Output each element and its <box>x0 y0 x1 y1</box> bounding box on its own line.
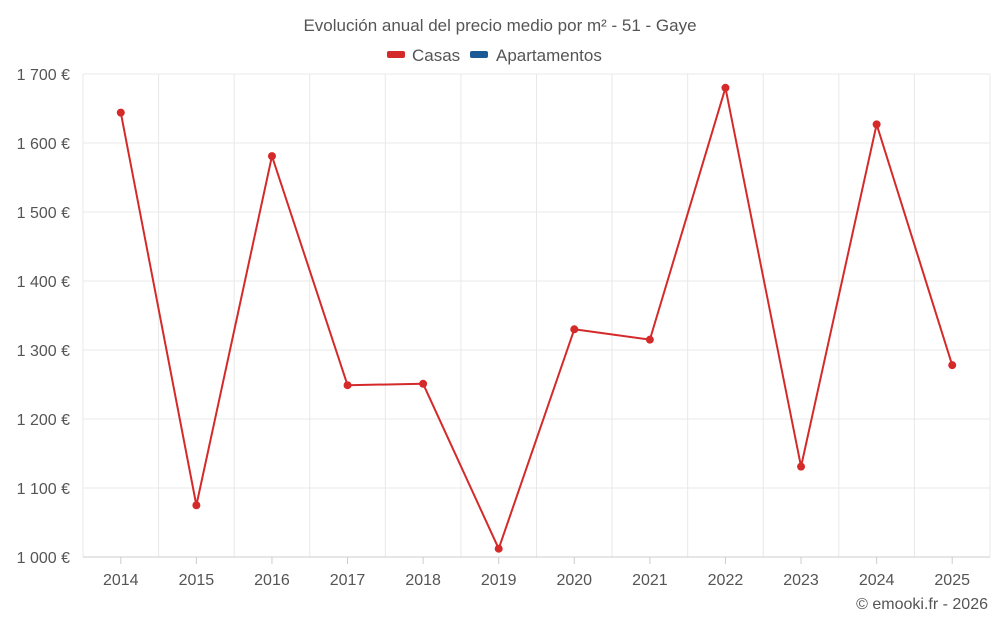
y-tick-label: 1 300 € <box>17 343 70 360</box>
data-point <box>267 152 276 161</box>
data-point <box>570 325 579 334</box>
data-point <box>343 381 352 390</box>
y-tick-label: 1 700 € <box>17 67 70 84</box>
x-tick-label: 2015 <box>179 572 215 589</box>
x-tick-label: 2021 <box>632 572 668 589</box>
x-tick-label: 2019 <box>481 572 517 589</box>
x-tick-label: 2024 <box>859 572 895 589</box>
y-tick-label: 1 000 € <box>17 550 70 567</box>
legend: Casas Apartamentos <box>387 46 602 65</box>
data-point <box>494 544 503 553</box>
legend-swatch-apartamentos <box>470 51 488 58</box>
y-tick-label: 1 400 € <box>17 274 70 291</box>
x-tick-label: 2023 <box>783 572 819 589</box>
data-point <box>721 83 730 92</box>
data-point <box>419 379 428 388</box>
data-point <box>797 462 806 471</box>
y-tick-label: 1 500 € <box>17 205 70 222</box>
data-point <box>116 108 125 117</box>
x-tick-label: 2025 <box>934 572 970 589</box>
axes: 1 000 € 1 100 € 1 200 € 1 300 € 1 400 € 1 500… <box>17 67 990 589</box>
data-point <box>645 335 654 344</box>
x-tick-label: 2016 <box>254 572 290 589</box>
y-tick-label: 1 200 € <box>17 412 70 429</box>
grid <box>82 73 991 557</box>
credit-text: © emooki.fr - 2026 <box>856 596 988 613</box>
data-point <box>872 120 881 129</box>
x-tick-label: 2017 <box>330 572 366 589</box>
x-tick-label: 2020 <box>556 572 592 589</box>
legend-label-casas: Casas <box>412 46 460 65</box>
legend-label-apartamentos: Apartamentos <box>496 46 602 65</box>
series-casas <box>116 83 957 553</box>
legend-item-casas[interactable]: Casas <box>387 46 460 65</box>
y-tick-label: 1 100 € <box>17 481 70 498</box>
x-tick-label: 2018 <box>405 572 441 589</box>
x-tick-label: 2022 <box>708 572 744 589</box>
x-tick-label: 2014 <box>103 572 139 589</box>
y-tick-label: 1 600 € <box>17 136 70 153</box>
legend-swatch-casas <box>387 51 405 58</box>
legend-item-apartamentos[interactable]: Apartamentos <box>470 46 602 65</box>
data-point <box>192 501 201 510</box>
data-point <box>948 361 957 370</box>
chart-title: Evolución anual del precio medio por m² … <box>303 16 696 35</box>
series-line-casas <box>119 86 954 550</box>
